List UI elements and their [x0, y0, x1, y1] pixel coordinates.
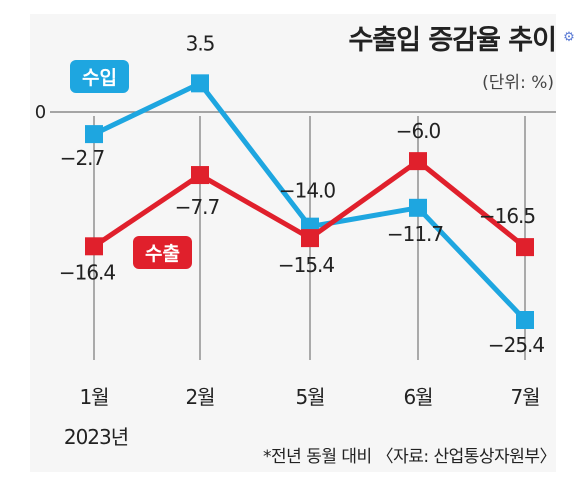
data-label-import-1: −2.7 [60, 146, 105, 170]
data-label-export-2: −7.7 [175, 195, 220, 219]
x-tick-label-5: 7월 [510, 385, 539, 409]
data-label-import-4: −11.7 [387, 222, 444, 246]
data-point-export-4 [409, 152, 427, 171]
data-label-export-1: −16.4 [59, 260, 116, 284]
data-label-export-4: −6.0 [396, 119, 441, 143]
data-point-import-4 [409, 198, 427, 217]
chart-title: 수출입 증감율 추이 [348, 25, 557, 56]
legend-import-badge: 수입 [70, 60, 129, 93]
data-point-import-2 [191, 74, 209, 93]
data-label-export-5: −16.5 [479, 204, 535, 228]
data-label-export-3: −15.4 [278, 253, 335, 277]
x-tick-label-1: 1월 [79, 385, 108, 409]
data-label-import-5: −25.4 [488, 333, 545, 357]
x-tick-label-4: 6월 [403, 385, 432, 409]
data-label-import-2: 3.5 [186, 31, 215, 55]
zero-tick-label: 0 [35, 102, 46, 123]
data-point-export-2 [191, 166, 209, 185]
data-point-import-5 [516, 311, 534, 329]
settings-icon[interactable]: ⚙ [563, 30, 575, 45]
legend-export-badge: 수출 [133, 236, 192, 269]
data-label-import-3: −14.0 [279, 179, 336, 203]
x-tick-label-3: 5월 [295, 385, 324, 409]
unit-label: (단위: %) [482, 73, 554, 93]
x-tick-label-2: 2월 [185, 385, 214, 409]
source-footnote: *전년 동월 대비 〈자료: 산업통상자원부〉 [263, 447, 556, 467]
data-point-import-1 [85, 125, 103, 144]
data-point-export-1 [85, 237, 103, 256]
data-point-export-3 [301, 229, 319, 248]
data-point-export-5 [516, 238, 534, 257]
year-label: 2023년 [64, 425, 128, 449]
